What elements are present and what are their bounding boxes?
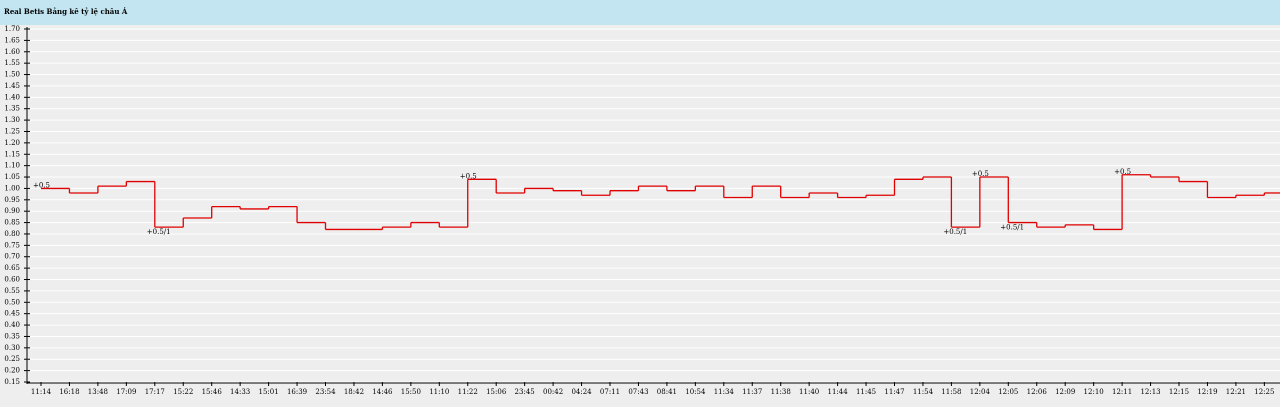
x-tick-label: 15:06 xyxy=(486,388,507,396)
x-tick-label: 15:50 xyxy=(401,388,421,396)
y-tick-label: 1.50 xyxy=(4,71,20,79)
x-tick-label: 18:42 xyxy=(344,388,364,396)
annotation: +0.5 xyxy=(460,172,477,180)
x-tick-label: 13:48 xyxy=(88,388,108,396)
x-tick-label: 07:43 xyxy=(628,388,648,396)
y-tick-label: 1.55 xyxy=(4,59,20,67)
x-tick-label: 10:54 xyxy=(685,388,706,396)
y-tick-label: 1.15 xyxy=(4,150,20,158)
y-tick-label: 0.45 xyxy=(4,310,20,318)
x-tick-label: 11:38 xyxy=(771,388,791,396)
x-tick-label: 12:06 xyxy=(1027,388,1048,396)
y-tick-label: 0.90 xyxy=(4,207,20,215)
x-tick-label: 15:22 xyxy=(173,388,193,396)
x-tick-label: 11:34 xyxy=(714,388,735,396)
y-tick-label: 1.00 xyxy=(4,184,20,192)
x-tick-label: 11:45 xyxy=(856,388,876,396)
x-tick-label: 12:04 xyxy=(970,388,991,396)
x-tick-label: 15:01 xyxy=(259,388,279,396)
x-tick-label: 04:24 xyxy=(571,388,592,396)
x-tick-label: 14:46 xyxy=(372,388,393,396)
y-tick-label: 1.05 xyxy=(4,173,20,181)
y-tick-label: 0.25 xyxy=(4,355,20,363)
x-tick-label: 11:54 xyxy=(913,388,934,396)
y-tick-label: 0.55 xyxy=(4,287,20,295)
header-band xyxy=(0,0,1280,25)
annotation: +0.5 xyxy=(1114,168,1131,176)
y-tick-label: 1.25 xyxy=(4,127,20,135)
y-tick-label: 0.65 xyxy=(4,264,20,272)
x-tick-label: 12:15 xyxy=(1169,388,1189,396)
x-tick-label: 12:05 xyxy=(998,388,1018,396)
x-tick-label: 11:22 xyxy=(458,388,478,396)
y-tick-label: 0.70 xyxy=(4,253,20,261)
y-tick-label: 1.30 xyxy=(4,116,20,124)
annotation: +0.5/1 xyxy=(943,228,967,236)
x-tick-label: 23:54 xyxy=(315,388,336,396)
y-tick-label: 1.35 xyxy=(4,105,20,113)
y-tick-label: 1.70 xyxy=(4,25,20,33)
y-tick-label: 0.60 xyxy=(4,276,20,284)
y-tick-label: 0.20 xyxy=(4,367,20,375)
x-tick-label: 11:40 xyxy=(799,388,819,396)
x-tick-label: 11:47 xyxy=(884,388,904,396)
annotation: +0.5 xyxy=(972,170,989,178)
y-tick-label: 1.10 xyxy=(4,162,20,170)
y-tick-label: 0.50 xyxy=(4,298,20,306)
x-tick-label: 08:41 xyxy=(657,388,677,396)
annotation: +0.5/1 xyxy=(147,228,171,236)
x-tick-label: 00:42 xyxy=(543,388,563,396)
x-tick-label: 07:11 xyxy=(600,388,620,396)
y-tick-label: 1.40 xyxy=(4,93,20,101)
y-tick-label: 0.85 xyxy=(4,219,20,227)
x-tick-label: 17:09 xyxy=(116,388,136,396)
x-tick-label: 16:39 xyxy=(287,388,307,396)
y-tick-label: 0.30 xyxy=(4,344,20,352)
x-tick-label: 12:10 xyxy=(1084,388,1104,396)
x-tick-label: 11:58 xyxy=(941,388,961,396)
chart-title: Real Betis Bảng kê tỷ lệ châu Á xyxy=(4,7,128,16)
annotation: +0.5/1 xyxy=(1000,224,1024,232)
x-tick-label: 12:13 xyxy=(1140,388,1160,396)
x-tick-label: 14:33 xyxy=(230,388,250,396)
x-tick-label: 11:14 xyxy=(31,388,52,396)
y-tick-label: 1.60 xyxy=(4,48,20,56)
x-tick-label: 12:09 xyxy=(1055,388,1075,396)
y-tick-label: 0.35 xyxy=(4,332,20,340)
x-tick-label: 12:19 xyxy=(1197,388,1217,396)
plot-background xyxy=(0,25,1280,407)
y-tick-label: 0.15 xyxy=(4,378,20,386)
x-tick-label: 12:25 xyxy=(1254,388,1274,396)
annotation: +0.5 xyxy=(33,181,50,189)
y-tick-label: 0.40 xyxy=(4,321,20,329)
y-tick-label: 0.80 xyxy=(4,230,20,238)
x-tick-label: 17:17 xyxy=(145,388,165,396)
x-tick-label: 16:18 xyxy=(59,388,79,396)
x-tick-label: 23:45 xyxy=(515,388,535,396)
x-tick-label: 11:44 xyxy=(828,388,849,396)
x-tick-label: 12:11 xyxy=(1112,388,1132,396)
y-tick-label: 1.45 xyxy=(4,82,20,90)
y-tick-label: 0.75 xyxy=(4,241,20,249)
y-tick-label: 1.65 xyxy=(4,36,20,44)
x-tick-label: 12:21 xyxy=(1226,388,1246,396)
x-tick-label: 11:37 xyxy=(742,388,762,396)
y-tick-label: 1.20 xyxy=(4,139,20,147)
y-tick-label: 0.95 xyxy=(4,196,20,204)
x-tick-label: 11:10 xyxy=(429,388,449,396)
x-tick-label: 15:46 xyxy=(202,388,223,396)
